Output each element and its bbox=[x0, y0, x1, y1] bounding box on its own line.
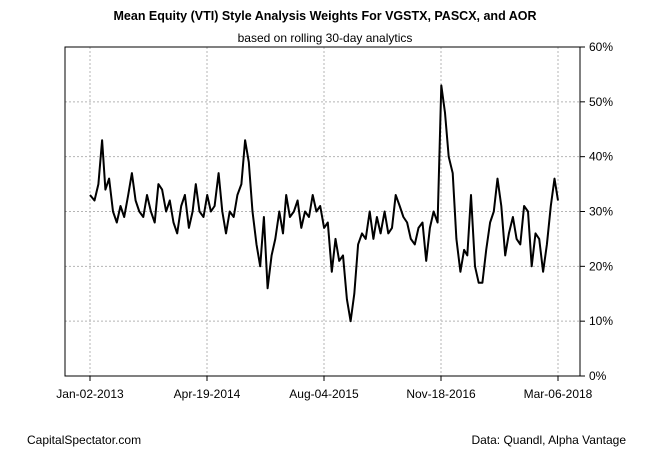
series-line bbox=[89, 84, 559, 323]
x-tick-label: Apr-19-2014 bbox=[174, 387, 241, 401]
y-tick-label: 40% bbox=[589, 150, 613, 164]
plot-border bbox=[64, 46, 581, 377]
y-tick-label: 10% bbox=[589, 314, 613, 328]
x-tick-label: Nov-18-2016 bbox=[406, 387, 476, 401]
x-tick-label: Aug-04-2015 bbox=[289, 387, 359, 401]
chart-subtitle: based on rolling 30-day analytics bbox=[237, 31, 413, 45]
y-tick-label: 30% bbox=[589, 205, 613, 219]
x-tick-label: Jan-02-2013 bbox=[56, 387, 124, 401]
x-tick-label: Mar-06-2018 bbox=[524, 387, 593, 401]
source-credit: CapitalSpectator.com bbox=[27, 433, 142, 447]
y-tick-label: 0% bbox=[589, 369, 607, 383]
data-credit: Data: Quandl, Alpha Vantage bbox=[471, 433, 626, 447]
y-tick-label: 20% bbox=[589, 259, 613, 273]
chart-title: Mean Equity (VTI) Style Analysis Weights… bbox=[113, 9, 537, 23]
y-tick-label: 50% bbox=[589, 95, 613, 109]
y-tick-label: 60% bbox=[589, 40, 613, 54]
